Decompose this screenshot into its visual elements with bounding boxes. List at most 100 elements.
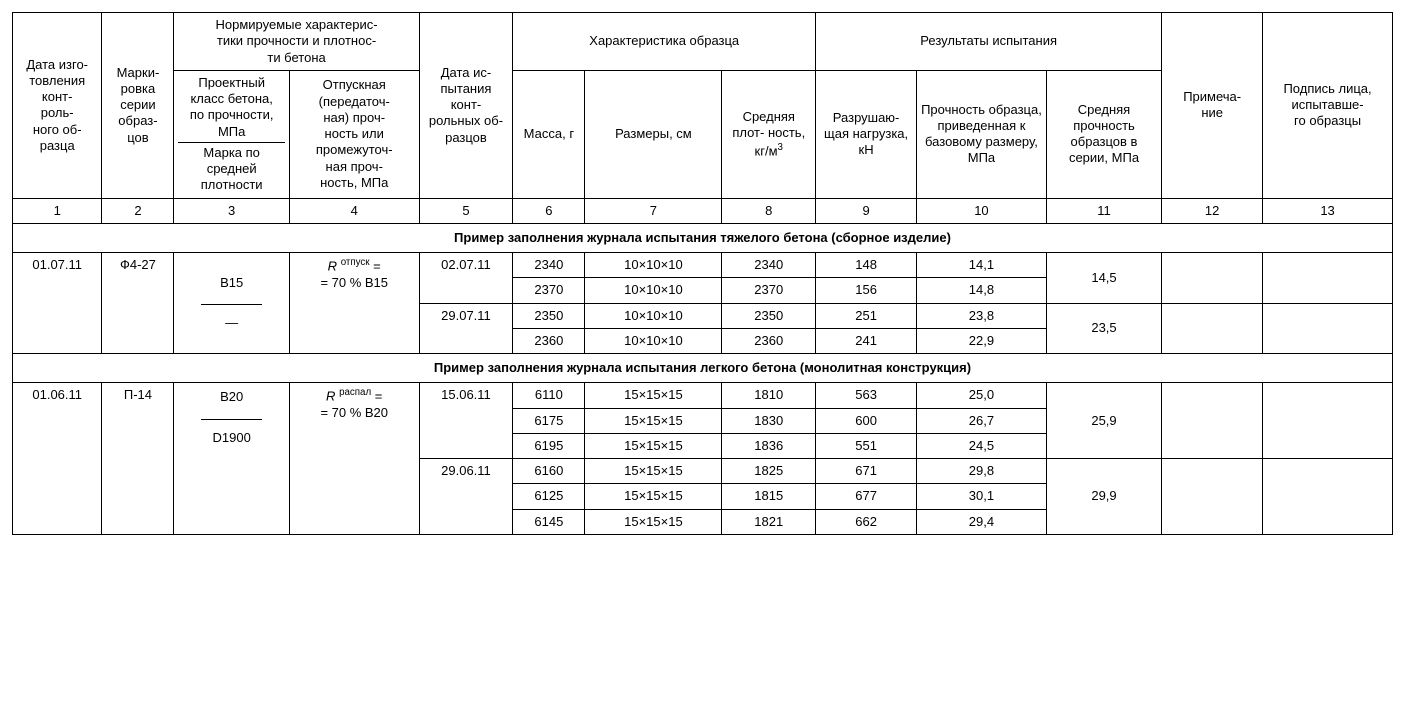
table-row: 01.07.11 Ф4-27 B15 — R отпуск = = 70 % B…: [13, 253, 1393, 278]
fraction-rule: [201, 304, 262, 305]
cell-class: B20 D1900: [174, 383, 289, 535]
cell-formula: R распал = = 70 % B20: [289, 383, 419, 535]
cell-class-bot: D1900: [178, 428, 284, 448]
cell-mass: 6145: [513, 509, 585, 534]
cell-dim: 15×15×15: [585, 433, 722, 458]
cell-str: 30,1: [917, 484, 1047, 509]
colnum: 10: [917, 198, 1047, 223]
cell-dens: 2360: [722, 328, 816, 353]
cell-load: 241: [816, 328, 917, 353]
cell-load: 551: [816, 433, 917, 458]
colnum: 13: [1263, 198, 1393, 223]
cell-str: 26,7: [917, 408, 1047, 433]
hdr-dims: Размеры, см: [585, 70, 722, 198]
cell-dim: 10×10×10: [585, 328, 722, 353]
table-row: 01.06.11 П-14 B20 D1900 R распал = = 70 …: [13, 383, 1393, 408]
cell-load: 251: [816, 303, 917, 328]
cell-str: 29,8: [917, 459, 1047, 484]
hdr-class-top: Проектный класс бетона, по прочности, МП…: [178, 75, 284, 142]
cell-dim: 15×15×15: [585, 383, 722, 408]
cell-avg: 29,9: [1046, 459, 1161, 535]
cell-mass: 2370: [513, 278, 585, 303]
cell-class-top: B15: [178, 273, 284, 293]
cell-load: 671: [816, 459, 917, 484]
cell-load: 600: [816, 408, 917, 433]
cell-mass: 6110: [513, 383, 585, 408]
cell-avg: 14,5: [1046, 253, 1161, 304]
cell-dens: 2350: [722, 303, 816, 328]
cell-dim: 15×15×15: [585, 459, 722, 484]
cell-mass: 6125: [513, 484, 585, 509]
cell-dens: 2340: [722, 253, 816, 278]
cell-sign: [1263, 303, 1393, 354]
cell-mass: 2350: [513, 303, 585, 328]
hdr-class: Проектный класс бетона, по прочности, МП…: [174, 70, 289, 198]
hdr-density: Средняя плот- ность, кг/м3: [722, 70, 816, 198]
cell-str: 23,8: [917, 303, 1047, 328]
colnum: 12: [1162, 198, 1263, 223]
cell-dens: 1836: [722, 433, 816, 458]
cell-dim: 10×10×10: [585, 253, 722, 278]
hdr-signature: Подпись лица, испытавше-го образцы: [1263, 13, 1393, 199]
cell-note: [1162, 303, 1263, 354]
cell-series-mark: П-14: [102, 383, 174, 535]
cell-load: 563: [816, 383, 917, 408]
colnum: 9: [816, 198, 917, 223]
cell-avg: 25,9: [1046, 383, 1161, 459]
hdr-result-group: Результаты испытания: [816, 13, 1162, 71]
cell-dim: 15×15×15: [585, 408, 722, 433]
colnum: 6: [513, 198, 585, 223]
cell-dim: 15×15×15: [585, 484, 722, 509]
hdr-note: Примеча-ние: [1162, 13, 1263, 199]
cell-sign: [1263, 383, 1393, 459]
cell-mass: 6195: [513, 433, 585, 458]
hdr-release-strength: Отпускная (передаточ-ная) проч-ность или…: [289, 70, 419, 198]
fraction-rule: [201, 419, 262, 420]
hdr-mass: Масса, г: [513, 70, 585, 198]
cell-note: [1162, 383, 1263, 459]
cell-date-made: 01.07.11: [13, 253, 102, 354]
hdr-norm-group: Нормируемые характерис-тики прочности и …: [174, 13, 419, 71]
header-row-1: Дата изго-товления конт-роль-ного об-раз…: [13, 13, 1393, 71]
cell-dim: 10×10×10: [585, 303, 722, 328]
cell-date-test: 29.07.11: [419, 303, 513, 354]
test-journal-table: Дата изго-товления конт-роль-ного об-раз…: [12, 12, 1393, 535]
cell-mass: 2360: [513, 328, 585, 353]
cell-dens: 1830: [722, 408, 816, 433]
colnum: 5: [419, 198, 513, 223]
cell-dim: 10×10×10: [585, 278, 722, 303]
cell-str: 25,0: [917, 383, 1047, 408]
section-light: Пример заполнения журнала испытания легк…: [13, 354, 1393, 383]
cell-str: 14,1: [917, 253, 1047, 278]
cell-load: 156: [816, 278, 917, 303]
hdr-avg-strength: Средняя прочность образцов в серии, МПа: [1046, 70, 1161, 198]
section-heavy-title: Пример заполнения журнала испытания тяже…: [13, 223, 1393, 252]
cell-class: B15 —: [174, 253, 289, 354]
cell-class-bot: —: [178, 313, 284, 333]
cell-note: [1162, 459, 1263, 535]
cell-dens: 1821: [722, 509, 816, 534]
cell-date-test: 29.06.11: [419, 459, 513, 535]
cell-str: 22,9: [917, 328, 1047, 353]
cell-dens: 2370: [722, 278, 816, 303]
cell-str: 29,4: [917, 509, 1047, 534]
colnum: 2: [102, 198, 174, 223]
cell-str: 24,5: [917, 433, 1047, 458]
colnum: 7: [585, 198, 722, 223]
formula-sup: отпуск: [341, 257, 370, 268]
cell-date-made: 01.06.11: [13, 383, 102, 535]
cell-sign: [1263, 253, 1393, 304]
colnum: 3: [174, 198, 289, 223]
hdr-date-test: Дата ис-пытания конт-рольных об-разцов: [419, 13, 513, 199]
hdr-load: Разрушаю-щая нагрузка, кН: [816, 70, 917, 198]
cell-load: 677: [816, 484, 917, 509]
cell-mass: 6160: [513, 459, 585, 484]
cell-dim: 15×15×15: [585, 509, 722, 534]
cell-load: 662: [816, 509, 917, 534]
cell-dens: 1815: [722, 484, 816, 509]
cell-date-test: 02.07.11: [419, 253, 513, 304]
hdr-strength: Прочность образца, приведенная к базовом…: [917, 70, 1047, 198]
section-heavy: Пример заполнения журнала испытания тяже…: [13, 223, 1393, 252]
cell-date-test: 15.06.11: [419, 383, 513, 459]
cell-dens: 1825: [722, 459, 816, 484]
